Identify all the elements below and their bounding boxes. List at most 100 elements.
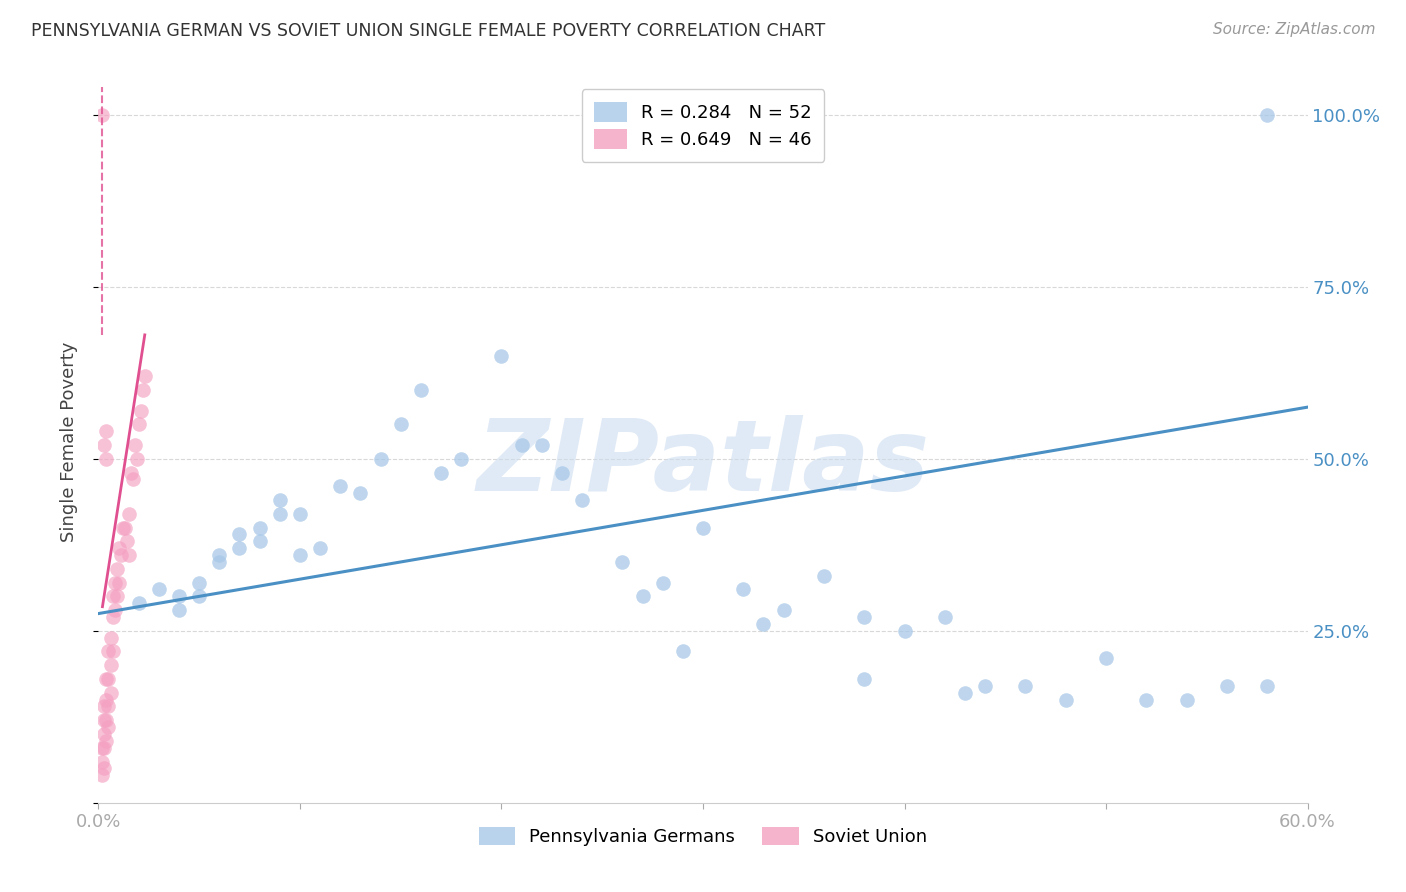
Point bbox=[228, 527, 250, 541]
Point bbox=[309, 541, 332, 556]
Point bbox=[733, 582, 755, 597]
Point bbox=[188, 575, 211, 590]
Point bbox=[571, 493, 593, 508]
Point bbox=[1216, 679, 1239, 693]
Point bbox=[450, 451, 472, 466]
Point bbox=[120, 466, 142, 480]
Point bbox=[329, 479, 352, 493]
Text: ZIPatlas: ZIPatlas bbox=[477, 415, 929, 512]
Point bbox=[97, 720, 120, 734]
Point bbox=[96, 672, 118, 686]
Text: Source: ZipAtlas.com: Source: ZipAtlas.com bbox=[1212, 22, 1375, 37]
Point bbox=[105, 590, 128, 604]
Point bbox=[91, 768, 114, 782]
Point bbox=[430, 466, 453, 480]
Y-axis label: Single Female Poverty: Single Female Poverty bbox=[59, 342, 77, 541]
Point bbox=[953, 686, 976, 700]
Point bbox=[93, 761, 115, 775]
Point bbox=[100, 686, 122, 700]
Point bbox=[107, 541, 129, 556]
Point bbox=[91, 755, 114, 769]
Point bbox=[91, 740, 114, 755]
Point bbox=[167, 603, 190, 617]
Point bbox=[692, 520, 714, 534]
Point bbox=[96, 424, 118, 438]
Point bbox=[96, 451, 118, 466]
Legend: Pennsylvania Germans, Soviet Union: Pennsylvania Germans, Soviet Union bbox=[470, 818, 936, 855]
Point bbox=[813, 568, 835, 582]
Point bbox=[167, 590, 190, 604]
Point bbox=[853, 610, 876, 624]
Point bbox=[370, 451, 392, 466]
Point bbox=[115, 534, 138, 549]
Point bbox=[118, 548, 141, 562]
Point bbox=[288, 548, 311, 562]
Point bbox=[96, 734, 118, 748]
Point bbox=[97, 699, 120, 714]
Point bbox=[105, 562, 128, 576]
Point bbox=[934, 610, 956, 624]
Point bbox=[101, 590, 124, 604]
Point bbox=[208, 548, 231, 562]
Point bbox=[110, 548, 132, 562]
Point bbox=[125, 451, 148, 466]
Point bbox=[91, 108, 114, 122]
Point bbox=[269, 493, 291, 508]
Point bbox=[1014, 679, 1036, 693]
Point bbox=[128, 596, 150, 610]
Point bbox=[893, 624, 915, 638]
Point bbox=[103, 575, 125, 590]
Point bbox=[651, 575, 673, 590]
Point bbox=[129, 403, 152, 417]
Point bbox=[672, 644, 695, 658]
Point bbox=[101, 644, 124, 658]
Point bbox=[93, 699, 115, 714]
Point bbox=[772, 603, 794, 617]
Point bbox=[269, 507, 291, 521]
Point bbox=[97, 644, 120, 658]
Point bbox=[389, 417, 412, 432]
Point bbox=[1054, 692, 1077, 706]
Point bbox=[100, 658, 122, 673]
Point bbox=[132, 383, 155, 397]
Point bbox=[101, 610, 124, 624]
Point bbox=[249, 534, 271, 549]
Point bbox=[1256, 679, 1278, 693]
Point bbox=[409, 383, 432, 397]
Point bbox=[1256, 108, 1278, 122]
Point bbox=[1095, 651, 1118, 665]
Point bbox=[134, 369, 156, 384]
Point bbox=[208, 555, 231, 569]
Point bbox=[93, 740, 115, 755]
Point bbox=[93, 727, 115, 741]
Point bbox=[114, 520, 136, 534]
Point bbox=[853, 672, 876, 686]
Point bbox=[148, 582, 170, 597]
Point bbox=[93, 438, 115, 452]
Point bbox=[349, 486, 371, 500]
Point bbox=[100, 631, 122, 645]
Point bbox=[974, 679, 997, 693]
Point bbox=[491, 349, 513, 363]
Point bbox=[551, 466, 574, 480]
Point bbox=[124, 438, 146, 452]
Point bbox=[128, 417, 150, 432]
Point bbox=[93, 713, 115, 727]
Point bbox=[103, 603, 125, 617]
Point bbox=[111, 520, 134, 534]
Point bbox=[530, 438, 553, 452]
Point bbox=[107, 575, 129, 590]
Point bbox=[612, 555, 634, 569]
Point bbox=[96, 713, 118, 727]
Point bbox=[288, 507, 311, 521]
Point bbox=[1175, 692, 1198, 706]
Point bbox=[121, 472, 143, 486]
Point bbox=[118, 507, 141, 521]
Point bbox=[1135, 692, 1157, 706]
Point bbox=[96, 692, 118, 706]
Point bbox=[631, 590, 654, 604]
Text: PENNSYLVANIA GERMAN VS SOVIET UNION SINGLE FEMALE POVERTY CORRELATION CHART: PENNSYLVANIA GERMAN VS SOVIET UNION SING… bbox=[31, 22, 825, 40]
Point bbox=[97, 672, 120, 686]
Point bbox=[249, 520, 271, 534]
Point bbox=[188, 590, 211, 604]
